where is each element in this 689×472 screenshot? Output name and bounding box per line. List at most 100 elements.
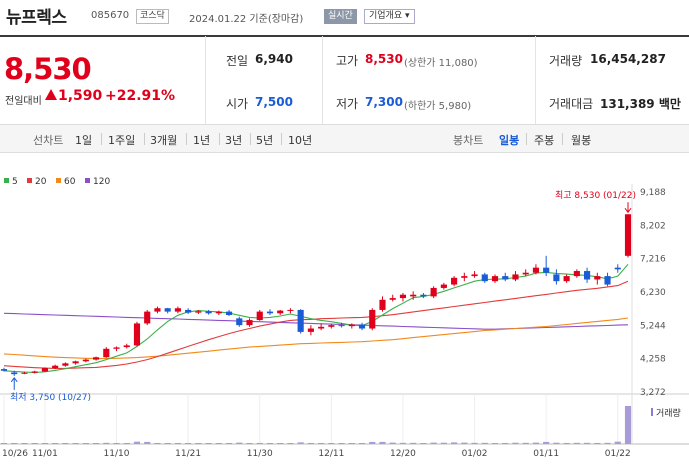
candle-body [215, 311, 222, 314]
stock-name: 뉴프렉스 [6, 8, 67, 28]
candle-body [563, 276, 570, 282]
candle-body [573, 271, 580, 277]
candle-body [0, 369, 8, 371]
tab-monthly[interactable]: 월봉 [571, 134, 592, 147]
volume-bar [92, 443, 100, 444]
candle-body [318, 326, 325, 329]
candles [0, 214, 632, 376]
tab-10y[interactable]: 10년 [288, 134, 313, 147]
stock-chart[interactable]: 5 20 60 120 9,188 8,202 7,216 6,230 5,244 4,258 3… [0, 170, 689, 472]
volume-bar [399, 442, 407, 444]
volume-bar [21, 443, 28, 444]
volume-bar [358, 443, 366, 444]
candle-body [133, 323, 141, 346]
tab-1w[interactable]: 1주일 [108, 134, 136, 147]
candle-body [297, 309, 304, 332]
company-overview-button[interactable]: 기업개요 ▾ [364, 9, 415, 24]
volume-bar [563, 442, 570, 444]
candle-chart-label: 봉차트 [453, 134, 484, 147]
volume-bar [440, 442, 447, 444]
candle-body [451, 277, 458, 285]
volume-bar [573, 442, 580, 444]
volume-bar [174, 443, 181, 444]
moving-averages [3, 263, 629, 374]
volume-bar [502, 442, 509, 444]
tab-5y[interactable]: 5년 [256, 134, 274, 147]
candle-body [328, 325, 335, 327]
low-value: 7,300 [365, 95, 403, 109]
tab-weekly[interactable]: 주봉 [534, 134, 555, 147]
stats-divider [535, 36, 536, 124]
candle-body [584, 271, 591, 280]
candle-body [266, 311, 274, 314]
stock-code: 085670 [91, 10, 130, 21]
volume-bar [205, 443, 212, 444]
candle-body [553, 274, 560, 282]
volume-bar [369, 441, 376, 444]
candle-body [246, 320, 253, 326]
x-tick-label-8: 01/11 [533, 449, 559, 459]
tab-3y[interactable]: 3년 [225, 134, 243, 147]
tab-divider [186, 133, 187, 145]
candle-body [31, 371, 38, 373]
volume-bar [491, 443, 499, 444]
prev-close-label: 전일 [226, 54, 249, 68]
volume-bar [522, 442, 529, 444]
tab-1y[interactable]: 1년 [193, 134, 211, 147]
stats-divider [322, 36, 323, 124]
candle-body [92, 357, 100, 360]
change-percent: +22.91% [105, 88, 176, 104]
candle-body [604, 276, 611, 285]
realtime-button[interactable]: 실시간 [324, 9, 357, 24]
volume-bar [144, 441, 151, 444]
candle-body [195, 311, 202, 313]
candle-body [430, 287, 437, 297]
legend-swatch-0 [4, 178, 9, 183]
candle-body [174, 308, 181, 312]
open-label: 시가 [226, 97, 249, 111]
volume-bar [11, 443, 18, 444]
x-tick-label-5: 12/11 [318, 449, 344, 459]
candle-body [62, 363, 69, 366]
tab-1d[interactable]: 1일 [75, 134, 93, 147]
high-arrow [624, 202, 632, 214]
candle-body [440, 284, 447, 288]
candle-body [358, 324, 366, 329]
stats-divider [205, 36, 206, 124]
tab-3m[interactable]: 3개월 [150, 134, 178, 147]
volume-bar [246, 443, 253, 444]
volume-bar [379, 441, 386, 444]
candle-body [72, 361, 79, 364]
tab-divider [144, 133, 145, 145]
x-tick-label-1: 11/01 [32, 449, 58, 459]
lower-limit-note: (하한가 5,980) [404, 101, 472, 112]
chart-legend: 5 20 60 120 [4, 177, 110, 187]
candle-body [614, 267, 621, 270]
candle-body [594, 276, 601, 280]
chart-grid [0, 184, 689, 445]
low-annotation: 최저 3,750 (10/27) [10, 392, 91, 403]
candle-body [338, 325, 345, 327]
candle-body [113, 347, 120, 349]
volume-bar [594, 442, 601, 444]
volume-bar [133, 441, 141, 444]
market-badge: 코스닥 [136, 9, 169, 24]
candle-body [256, 311, 263, 321]
volume-bar [52, 443, 59, 444]
volume-bars [0, 406, 632, 444]
volume-bar [328, 443, 335, 444]
candle-body [481, 274, 488, 282]
tab-daily[interactable]: 일봉 [499, 134, 520, 147]
high-annotation: 최고 8,530 (01/22) [555, 190, 636, 201]
low-label: 저가 [336, 97, 359, 111]
trading-amount-label: 거래대금 [549, 97, 594, 111]
candle-body [21, 372, 28, 374]
date-text: 2024.01.22 기준(장마감) [189, 14, 304, 25]
candle-body [287, 309, 294, 311]
legend-label-0: 5 [12, 177, 18, 187]
candle-body [369, 309, 376, 329]
x-tick-label-4: 11/30 [247, 449, 273, 459]
volume-bar [410, 442, 417, 444]
candle-body [144, 311, 151, 324]
y-tick-label-6: 3,272 [640, 388, 666, 398]
